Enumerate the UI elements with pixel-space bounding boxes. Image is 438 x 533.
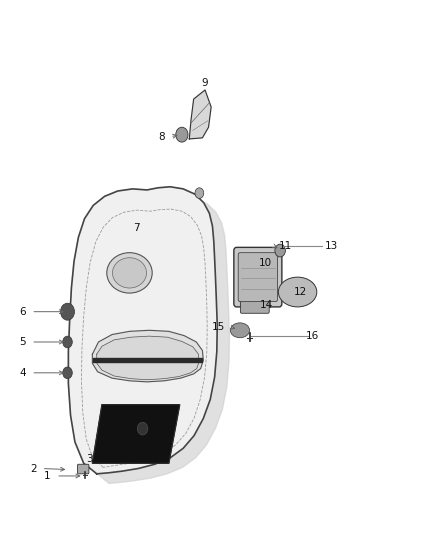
Text: 12: 12 [294,287,307,297]
Text: 6: 6 [19,306,26,317]
Polygon shape [81,196,230,483]
Text: 14: 14 [260,300,273,310]
Polygon shape [68,187,217,474]
Text: 7: 7 [133,223,139,233]
Polygon shape [189,90,211,139]
FancyBboxPatch shape [78,464,89,474]
Polygon shape [92,330,203,382]
Polygon shape [92,405,180,463]
Circle shape [63,336,72,348]
Text: 9: 9 [202,78,208,88]
FancyBboxPatch shape [240,296,269,313]
Ellipse shape [279,277,317,307]
Circle shape [176,127,188,142]
Text: 8: 8 [158,132,165,142]
Text: 3: 3 [86,454,92,464]
Text: 2: 2 [30,464,36,473]
Circle shape [275,244,286,257]
Polygon shape [97,336,199,379]
Ellipse shape [113,258,147,288]
Text: 11: 11 [279,241,293,251]
Text: 15: 15 [212,322,226,332]
Text: 10: 10 [259,259,272,268]
Circle shape [195,188,204,198]
Text: 5: 5 [19,337,26,347]
Text: 4: 4 [19,368,26,378]
Circle shape [63,367,72,378]
Text: 13: 13 [325,241,338,251]
FancyBboxPatch shape [234,247,282,307]
Text: 1: 1 [44,471,51,481]
Circle shape [60,303,74,320]
Ellipse shape [107,253,152,293]
Text: 16: 16 [305,330,319,341]
Circle shape [138,422,148,435]
FancyBboxPatch shape [238,253,278,302]
Ellipse shape [230,323,250,338]
